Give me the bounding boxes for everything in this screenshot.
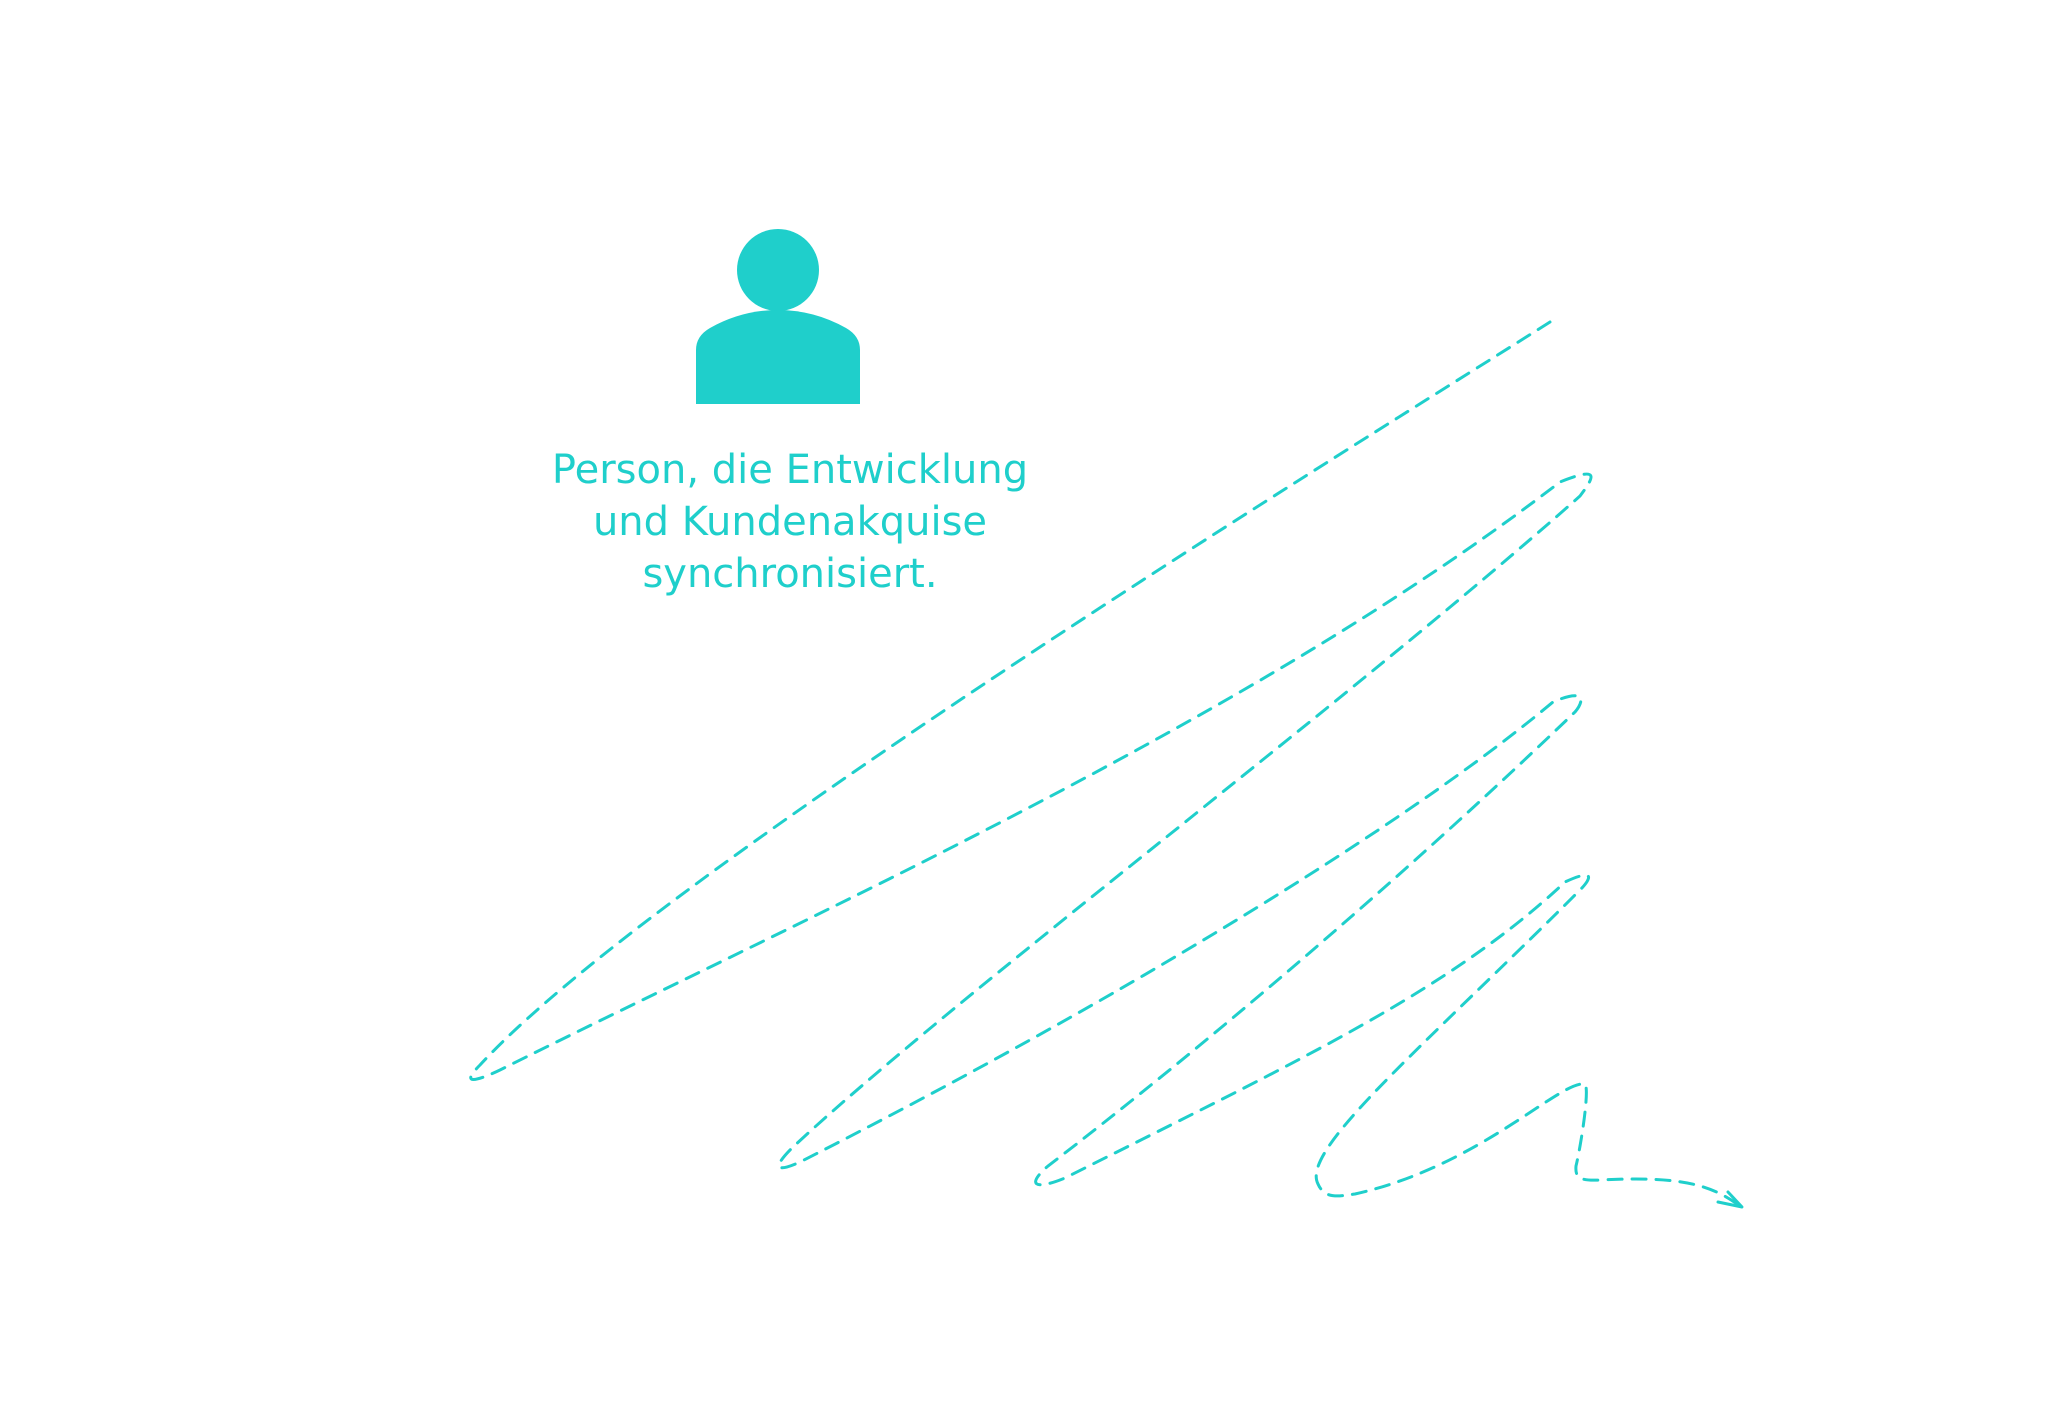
caption-line-1: Person, die Entwicklung <box>551 447 1029 493</box>
person-icon <box>696 229 860 404</box>
person-caption: Person, die Entwicklung und Kundenakquis… <box>470 444 1110 600</box>
caption-line-3: synchronisiert. <box>642 551 938 597</box>
arrowhead-icon <box>1716 1190 1744 1209</box>
caption-line-2: und Kundenakquise <box>592 499 988 545</box>
